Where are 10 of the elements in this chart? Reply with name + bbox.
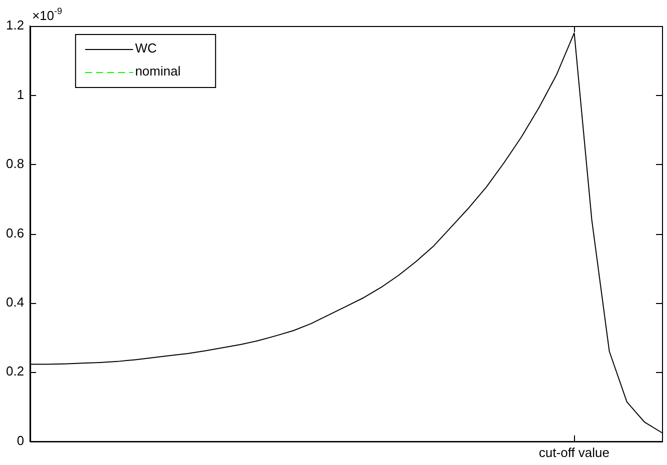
- x-tick-label: cut-off value: [538, 444, 610, 460]
- y-tick-label: 1: [16, 86, 24, 102]
- legend-label: nominal: [135, 64, 181, 79]
- y-tick-label: 0.4: [6, 294, 24, 310]
- legend-label: WC: [135, 40, 157, 56]
- y-tick-label: 1.2: [6, 18, 24, 33]
- y-tick-label: 0.6: [6, 225, 24, 240]
- y-tick-label: 0.8: [6, 156, 24, 172]
- y-tick-label: 0: [16, 432, 24, 448]
- y-tick-label: 0.2: [6, 364, 24, 379]
